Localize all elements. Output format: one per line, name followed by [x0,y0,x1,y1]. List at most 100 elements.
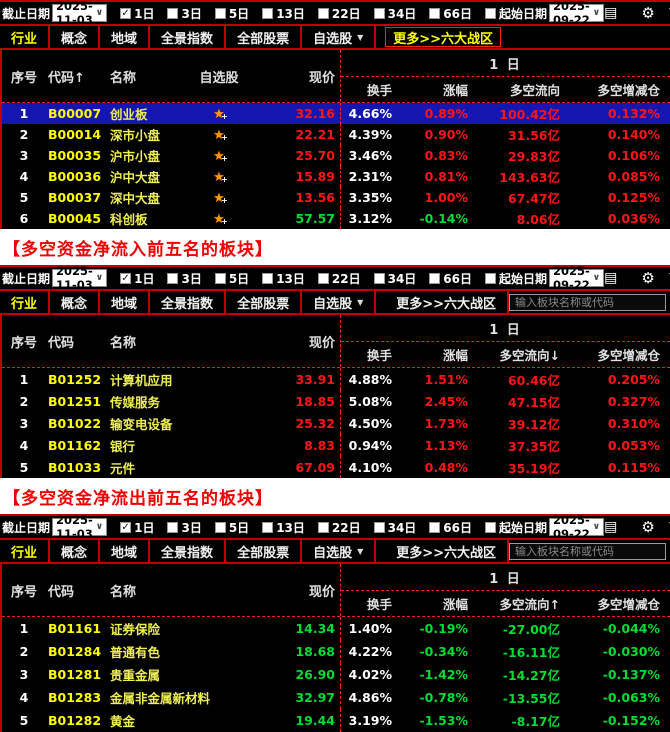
settings-gear-icon[interactable]: ⚙ [641,517,655,536]
start-date-checkbox[interactable]: 起始日期 [485,519,547,536]
col-flow[interactable]: 多空流向↑ [499,597,560,612]
col-change[interactable]: 涨幅 [442,348,468,363]
col-turnover[interactable]: 换手 [366,597,392,612]
favorite-star-icon[interactable]: ★ + [213,149,228,164]
start-date-checkbox[interactable]: 起始日期 [485,270,547,287]
period-checkbox-3[interactable]: 13日 [262,519,305,536]
tab-2[interactable]: 地域 [100,26,151,48]
period-checkbox-3[interactable]: 13日 [262,5,305,22]
period-checkbox-5[interactable]: 34日 [373,270,416,287]
tab-6-more[interactable]: 更多>>六大战区 [385,540,510,562]
period-checkbox-0[interactable]: ✓ 1日 [120,6,155,21]
tab-5[interactable]: 自选股 ▼ [302,26,377,48]
col-seq[interactable]: 序号 [10,70,37,86]
tab-5[interactable]: 自选股 ▼ [302,291,377,313]
table-row[interactable]: 2 B01284 普通有色 18.68 4.22% -0.34% -16.11亿 -0.030… [2,640,670,663]
list-view-icon[interactable]: ▤ [604,270,618,286]
favorite-star-icon[interactable]: ★ + [213,128,228,143]
favorite-star-icon[interactable]: ★ + [213,191,228,206]
col-turnover[interactable]: 换手 [366,83,392,98]
period-checkbox-0[interactable]: ✓ 1日 [120,520,155,535]
col-seq[interactable]: 序号 [10,584,37,600]
col-position[interactable]: 多空增减仓 [597,83,660,98]
tab-1[interactable]: 概念 [50,540,101,562]
table-header[interactable]: 序号 代码 名称 现价 1 日 换手 涨幅 多空流向↓ 多空增减仓 [2,315,670,368]
tab-4[interactable]: 全部股票 [226,26,303,48]
table-row[interactable]: 5 B00037 深中大盘 ★ + 13.56 3.35% 1.00% 67.47亿 0.125% [2,187,670,208]
col-code[interactable]: 代码 [48,335,75,351]
col-name[interactable]: 名称 [110,70,137,86]
table-row[interactable]: 1 B01252 计算机应用 33.91 4.88% 1.51% 60.46亿 0.205% [2,368,670,390]
period-checkbox-2[interactable]: 5日 [214,519,249,536]
period-checkbox-6[interactable]: 66日 [429,5,472,22]
table-row[interactable]: 4 B01283 金属非金属新材料 32.97 4.86% -0.78% -13.55亿 -0… [2,686,670,709]
period-checkbox-2[interactable]: 5日 [214,5,249,22]
period-checkbox-1[interactable]: 3日 [167,5,202,22]
table-row[interactable]: 4 B00036 沪中大盘 ★ + 15.89 2.31% 0.81% 143.63亿 0.085… [2,166,670,187]
period-checkbox-4[interactable]: 22日 [317,5,361,22]
favorite-star-icon[interactable]: ★ + [213,170,228,185]
tab-4[interactable]: 全部股票 [226,291,303,313]
tab-2[interactable]: 地域 [100,540,151,562]
list-view-icon[interactable]: ▤ [604,5,618,21]
col-fav[interactable]: 自选股 [199,70,239,86]
table-header[interactable]: 序号 代码 名称 现价 1 日 换手 涨幅 多空流向↑ 多空增减仓 [2,564,670,617]
table-row[interactable]: 1 B01161 证券保险 14.34 1.40% -0.19% -27.00亿 -0.044… [2,617,670,640]
col-flow[interactable]: 多空流向 [509,83,560,98]
col-price[interactable]: 现价 [308,335,335,351]
start-date-select[interactable]: 2025-09-22 ∨ [549,513,605,541]
col-name[interactable]: 名称 [110,335,137,351]
tab-0[interactable]: 行业 [0,291,51,313]
end-date-select[interactable]: 2025-11-03 ∨ [52,513,108,541]
list-view-icon[interactable]: ▤ [604,519,618,535]
table-row[interactable]: 1 B00007 创业板 ★ + 32.16 4.66% 0.89% 100.42亿 0.132% [2,103,670,124]
start-date-select[interactable]: 2025-09-22 ∨ [549,0,605,27]
period-checkbox-6[interactable]: 66日 [429,270,472,287]
search-input[interactable] [509,542,667,560]
period-checkbox-0[interactable]: ✓ 1日 [120,271,155,286]
col-position[interactable]: 多空增减仓 [597,348,660,363]
col-seq[interactable]: 序号 [10,335,37,351]
settings-gear-icon[interactable]: ⚙ [641,3,655,22]
end-date-select[interactable]: 2025-11-03 ∨ [52,0,108,27]
period-checkbox-4[interactable]: 22日 [317,270,361,287]
col-change[interactable]: 涨幅 [442,83,468,98]
col-name[interactable]: 名称 [110,584,137,600]
col-turnover[interactable]: 换手 [366,348,392,363]
table-row[interactable]: 2 B00014 深市小盘 ★ + 22.21 4.39% 0.90% 31.56亿 0.140% [2,124,670,145]
table-row[interactable]: 2 B01251 传媒服务 18.85 5.08% 2.45% 47.15亿 0.327% [2,390,670,412]
table-row[interactable]: 3 B01281 贵重金属 26.90 4.02% -1.42% -14.27亿 -0.137… [2,663,670,686]
tab-0[interactable]: 行业 [0,540,51,562]
col-price[interactable]: 现价 [308,584,335,600]
table-row[interactable]: 6 B00045 科创板 ★ + 57.57 3.12% -0.14% 8.06亿 0.036% [2,208,670,229]
table-row[interactable]: 5 B01033 元件 67.09 4.10% 0.48% 35.19亿 0.115% [2,456,670,478]
period-checkbox-5[interactable]: 34日 [373,5,416,22]
tab-4[interactable]: 全部股票 [226,540,303,562]
period-checkbox-5[interactable]: 34日 [373,519,416,536]
period-checkbox-6[interactable]: 66日 [429,519,472,536]
col-code[interactable]: 代码↑ [48,70,85,86]
table-row[interactable]: 5 B01282 黄金 19.44 3.19% -1.53% -8.17亿 -0.152% [2,709,670,732]
tab-3[interactable]: 全景指数 [150,291,227,313]
end-date-select[interactable]: 2025-11-03 ∨ [52,264,108,292]
favorite-star-icon[interactable]: ★ + [213,107,228,122]
col-code[interactable]: 代码 [48,584,75,600]
search-input[interactable] [509,293,667,311]
period-checkbox-1[interactable]: 3日 [167,270,202,287]
tab-3[interactable]: 全景指数 [150,26,227,48]
tab-6-more[interactable]: 更多>>六大战区 [385,27,502,47]
start-date-checkbox[interactable]: 起始日期 [485,5,547,22]
tab-1[interactable]: 概念 [50,291,101,313]
col-position[interactable]: 多空增减仓 [597,597,660,612]
tab-6-more[interactable]: 更多>>六大战区 [385,291,510,313]
table-row[interactable]: 3 B01022 输变电设备 25.32 4.50% 1.73% 39.12亿 0.310% [2,412,670,434]
tab-5[interactable]: 自选股 ▼ [302,540,377,562]
period-checkbox-4[interactable]: 22日 [317,519,361,536]
settings-gear-icon[interactable]: ⚙ [641,268,655,287]
table-row[interactable]: 3 B00035 沪市小盘 ★ + 25.70 3.46% 0.83% 29.83亿 0.106% [2,145,670,166]
col-price[interactable]: 现价 [308,70,335,86]
table-header[interactable]: 序号 代码↑ 名称 自选股 现价 1 日 换手 涨幅 多空流向 多空增减仓 [2,50,670,103]
col-change[interactable]: 涨幅 [442,597,468,612]
tab-3[interactable]: 全景指数 [150,540,227,562]
tab-1[interactable]: 概念 [50,26,101,48]
